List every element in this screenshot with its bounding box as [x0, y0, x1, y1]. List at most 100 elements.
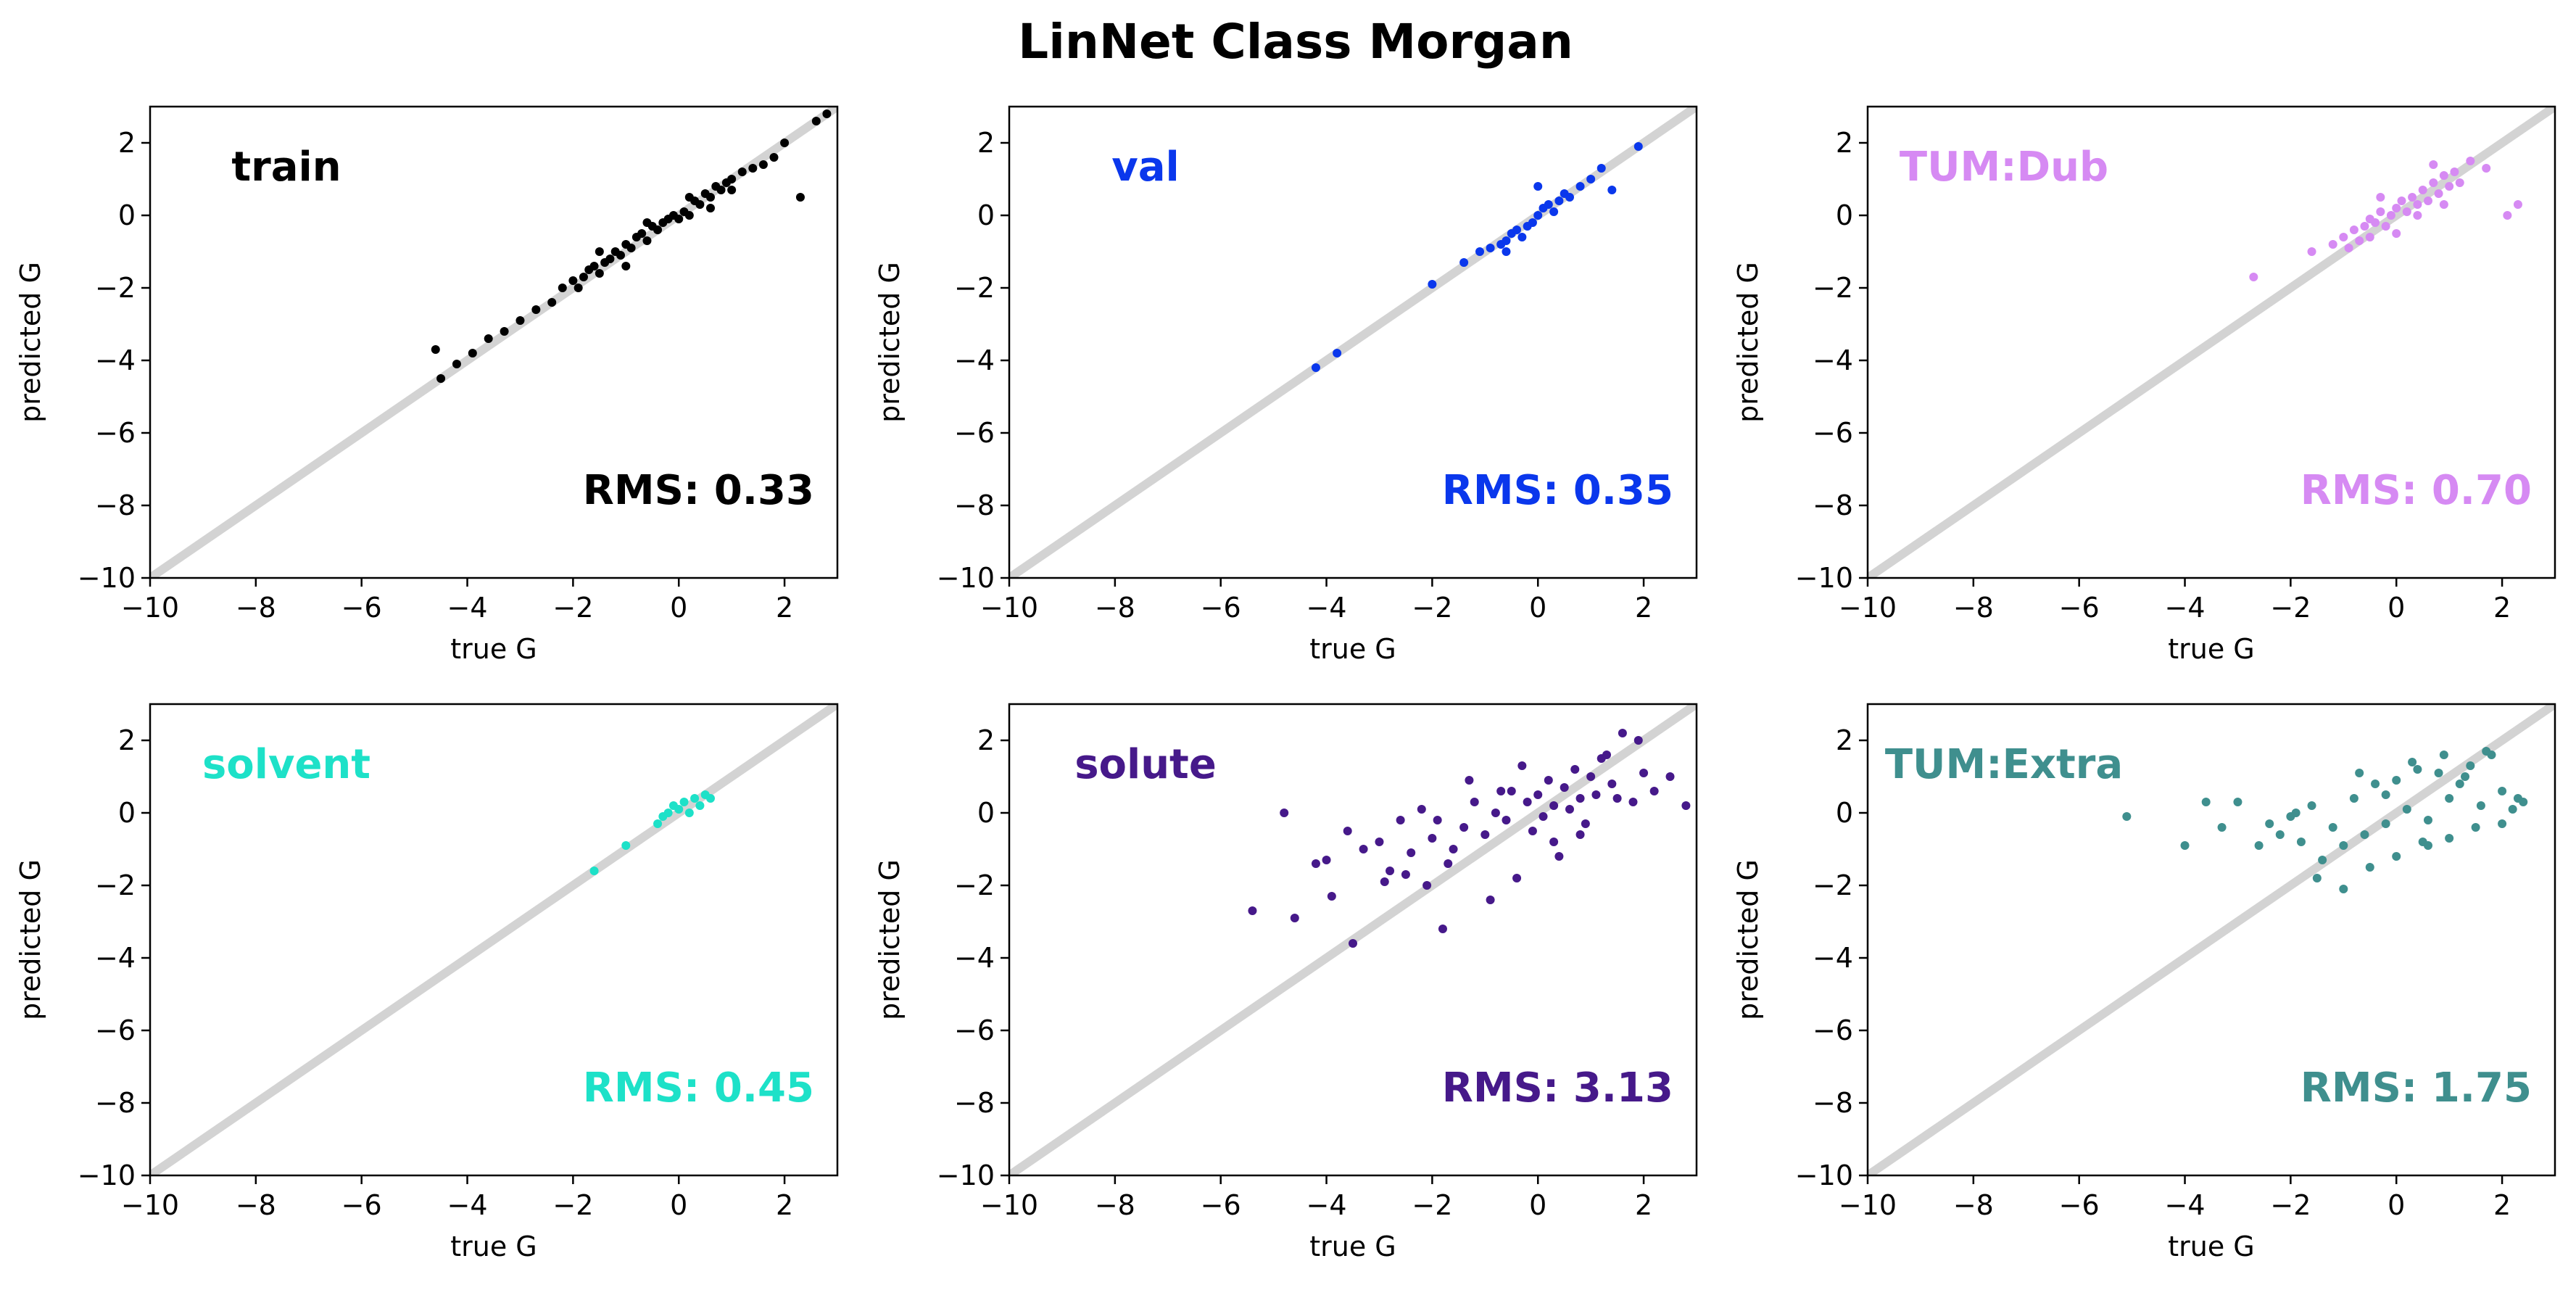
data-point — [573, 284, 583, 292]
data-point — [515, 316, 525, 325]
y-tick-label: −8 — [954, 489, 995, 521]
x-axis-label: true G — [450, 633, 537, 665]
data-point — [684, 211, 694, 220]
y-tick-label: −4 — [95, 942, 136, 974]
data-point — [2408, 193, 2417, 202]
data-point — [1502, 236, 1511, 245]
data-point — [2265, 819, 2274, 828]
data-point — [737, 168, 747, 176]
panel-2: −10 −8 −6 −4 −2 0 2 −10 −8 −6 −4 −2 0 2 true G predicte… — [1732, 105, 2556, 665]
data-point — [1459, 823, 1469, 832]
data-point — [653, 819, 663, 828]
data-point — [2482, 164, 2491, 173]
panel-4: −10 −8 −6 −4 −2 0 2 −10 −8 −6 −4 −2 0 2 true G predicte… — [874, 703, 1698, 1262]
data-point — [1470, 798, 1479, 806]
data-point — [1554, 852, 1564, 861]
data-point — [2291, 809, 2300, 817]
data-point — [1565, 193, 1574, 202]
data-point — [1533, 182, 1543, 191]
x-tick-label: −4 — [1306, 592, 1347, 624]
x-axis-label: true G — [1309, 1231, 1396, 1262]
y-tick-label: −10 — [1795, 562, 1853, 594]
y-tick-label: 2 — [977, 127, 995, 159]
y-tick-label: −4 — [954, 942, 995, 974]
data-point — [468, 349, 477, 357]
x-tick-label: 0 — [2387, 1189, 2405, 1221]
dataset-label: val — [1111, 144, 1180, 191]
scatter-points — [2122, 747, 2528, 893]
data-point — [2339, 233, 2348, 241]
data-point — [2386, 211, 2395, 220]
data-point — [1280, 809, 1289, 817]
panel-5: −10 −8 −6 −4 −2 0 2 −10 −8 −6 −4 −2 0 2 true G predicte… — [1732, 703, 2556, 1262]
data-point — [2365, 863, 2374, 872]
x-tick-label: −10 — [980, 592, 1038, 624]
y-tick-label: −2 — [954, 272, 995, 304]
data-point — [2371, 780, 2380, 788]
data-point — [2397, 197, 2406, 205]
data-point — [1428, 280, 1437, 289]
data-point — [1438, 925, 1447, 933]
y-tick-label: 2 — [118, 127, 136, 159]
data-point — [558, 284, 567, 292]
data-point — [1612, 794, 1622, 803]
data-point — [1649, 787, 1659, 795]
data-point — [2392, 229, 2401, 238]
data-point — [2461, 772, 2470, 781]
data-point — [2466, 157, 2475, 165]
rms-label: RMS: 0.35 — [1442, 467, 1673, 514]
data-point — [674, 215, 684, 223]
data-point — [811, 117, 821, 125]
data-point — [1596, 164, 1606, 173]
y-tick-label: 0 — [1836, 199, 1853, 231]
data-point — [1333, 349, 1342, 357]
identity-line — [150, 704, 837, 1175]
data-point — [1528, 827, 1537, 835]
rms-label: RMS: 0.45 — [583, 1064, 814, 1112]
data-point — [1517, 233, 1527, 241]
data-point — [1475, 247, 1485, 256]
data-point — [484, 334, 493, 343]
data-point — [2471, 823, 2480, 832]
data-point — [1586, 175, 1596, 183]
data-point — [2355, 236, 2364, 245]
rms-label: RMS: 3.13 — [1442, 1064, 1673, 1112]
panel-1: −10 −8 −6 −4 −2 0 2 −10 −8 −6 −4 −2 0 2 true G predicte… — [874, 105, 1698, 665]
data-point — [727, 186, 737, 194]
data-point — [2122, 812, 2132, 821]
data-point — [1322, 856, 1331, 864]
data-point — [2423, 841, 2432, 850]
x-tick-label: 2 — [1635, 1189, 1652, 1221]
data-point — [2413, 200, 2422, 209]
y-tick-label: 2 — [977, 724, 995, 756]
data-point — [1533, 790, 1543, 799]
data-point — [2381, 222, 2390, 231]
scatter-points — [1248, 729, 1691, 948]
y-tick-label: 0 — [118, 199, 136, 231]
data-point — [637, 229, 647, 238]
data-point — [1486, 244, 1495, 252]
x-tick-label: −10 — [1839, 592, 1897, 624]
data-point — [2381, 790, 2390, 799]
y-tick-label: −2 — [95, 869, 136, 901]
panel-grid: −10 −8 −6 −4 −2 0 2 −10 −8 −6 −4 −2 0 2 true G predicte… — [15, 105, 2556, 1262]
data-point — [795, 193, 805, 202]
data-point — [1407, 848, 1416, 857]
data-point — [1586, 772, 1596, 781]
x-tick-label: −6 — [1201, 592, 1241, 624]
dataset-label: TUM:Extra — [1885, 741, 2123, 788]
data-point — [1565, 805, 1574, 814]
y-tick-label: −8 — [954, 1087, 995, 1119]
data-point — [2296, 838, 2306, 846]
data-point — [1549, 838, 1559, 846]
x-tick-label: −2 — [2270, 1189, 2311, 1221]
data-point — [1486, 896, 1495, 904]
data-point — [2423, 197, 2432, 205]
data-point — [1459, 258, 1469, 267]
data-point — [2328, 240, 2337, 249]
data-point — [2413, 765, 2422, 774]
y-axis-label: predicted G — [874, 262, 906, 423]
x-tick-label: 2 — [776, 592, 793, 624]
x-tick-label: −2 — [1412, 592, 1452, 624]
